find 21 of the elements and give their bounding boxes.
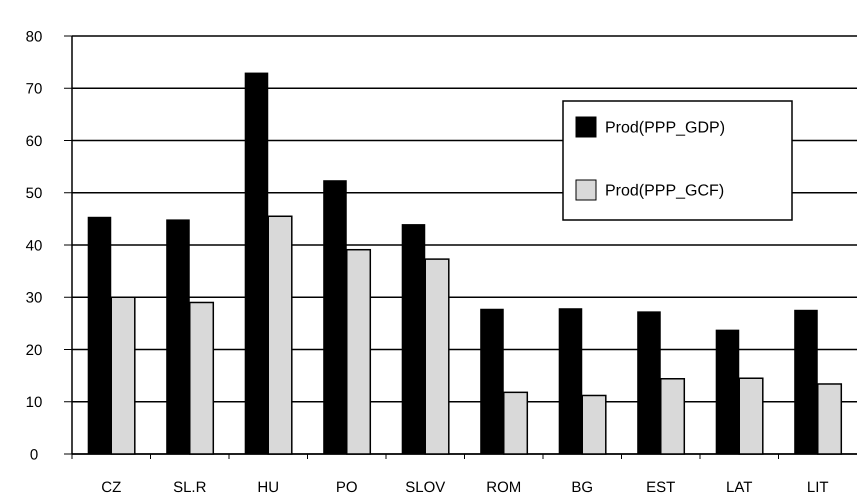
y-tick-label: 0 <box>30 446 38 464</box>
y-tick-label: 30 <box>26 290 42 306</box>
x-tick-label: EST <box>646 479 676 496</box>
y-tick-label: 20 <box>26 342 42 359</box>
legend-label: Prod(PPP_GDP) <box>605 120 726 137</box>
y-tick-label: 10 <box>26 394 42 411</box>
y-tick-label: 60 <box>26 132 42 150</box>
y-tick-label: 80 <box>26 28 42 46</box>
x-tick-label: SL.R <box>173 479 207 496</box>
y-tick-label: 70 <box>26 80 42 98</box>
x-tick-label: BG <box>571 479 594 496</box>
y-tick-label: 40 <box>26 237 42 254</box>
x-tick-label: LIT <box>806 479 829 496</box>
y-tick-label: 50 <box>26 185 42 202</box>
x-tick-label: SLOV <box>405 479 446 496</box>
x-tick-label: LAT <box>726 479 752 496</box>
x-tick-label: ROM <box>486 479 522 496</box>
x-tick-label: CZ <box>101 479 122 496</box>
x-tick-label: PO <box>336 479 358 496</box>
x-tick-label: HU <box>257 479 280 496</box>
legend-label: Prod(PPP_GCF) <box>605 182 724 200</box>
